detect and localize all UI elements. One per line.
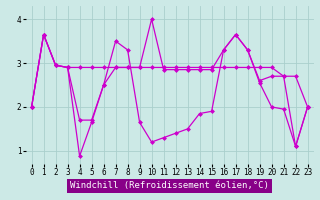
X-axis label: Windchill (Refroidissement éolien,°C): Windchill (Refroidissement éolien,°C)	[70, 181, 269, 190]
